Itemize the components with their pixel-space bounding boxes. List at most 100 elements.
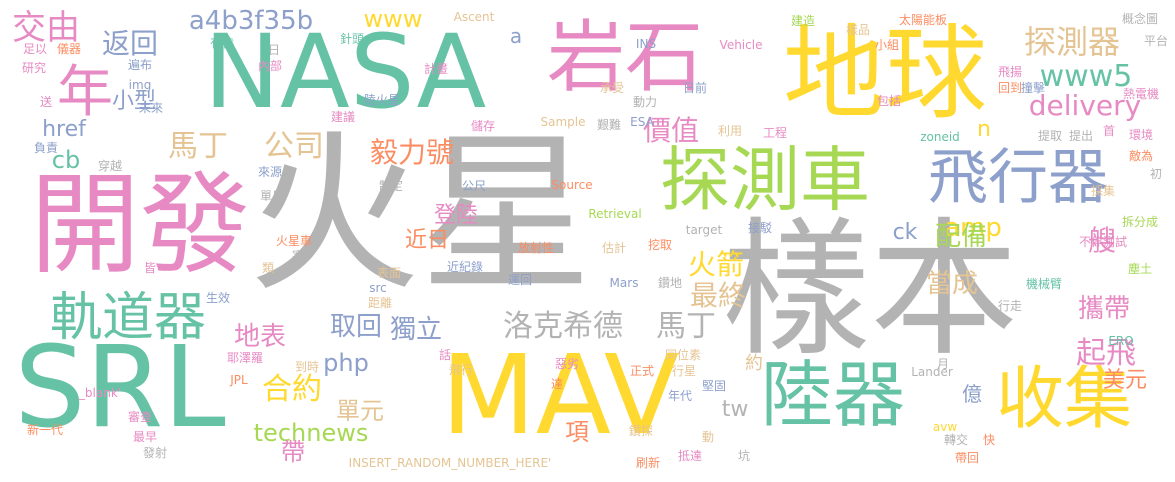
word-yiqi: 儀器 xyxy=(56,42,82,56)
word-shouji: 收集 xyxy=(995,360,1133,439)
word-zhuanjiao: 轉交 xyxy=(943,433,969,447)
word-waqu: 挖取 xyxy=(647,238,673,252)
word-zhiding: 制定 xyxy=(378,179,404,193)
word-gongchi: 公尺 xyxy=(461,179,487,193)
word-jie: 皆 xyxy=(143,261,157,275)
word-duli: 獨立 xyxy=(389,315,443,345)
word-insert-random-number-here: INSERT_RANDOM_NUMBER_HERE' xyxy=(348,456,552,470)
word-mading-2: 馬丁 xyxy=(656,309,716,344)
word-jiebo: 接駁 xyxy=(747,221,773,235)
word-dongli: 動力 xyxy=(632,95,658,109)
word-ck: ck xyxy=(892,220,918,245)
word-fangshexing: 放射性 xyxy=(517,241,555,255)
word-fashe: 發射 xyxy=(142,446,168,460)
word-src: src xyxy=(369,281,387,295)
word-quhui: 取回 xyxy=(329,312,383,342)
word-juli: 距離 xyxy=(367,296,393,310)
word-ri: 日 xyxy=(267,43,281,57)
word-zuantan: 鑽探 xyxy=(628,424,654,438)
word-lei: 類 xyxy=(261,261,275,275)
word-href: href xyxy=(42,117,86,142)
word-youdai: 有待 xyxy=(209,36,235,50)
word-amp: amp xyxy=(944,213,1002,243)
word-www5: www5 xyxy=(1039,59,1133,94)
word-tichu: 提出 xyxy=(1068,129,1094,143)
word-tiqu: 提取 xyxy=(1037,129,1063,143)
word-jiaoyou: 交由 xyxy=(12,8,80,48)
word-yiliha: 毅力號 xyxy=(369,136,455,169)
word-ins: INS xyxy=(635,37,657,51)
word-dibiao: 地表 xyxy=(233,322,287,352)
word-shengxiao: 生效 xyxy=(205,291,231,305)
word-liyong: 利用 xyxy=(717,124,743,138)
word-gongcheng: 工程 xyxy=(762,126,788,140)
word-kaifa: 開發 xyxy=(30,161,250,289)
word-php: php xyxy=(323,349,369,377)
word-biaomian: 表面 xyxy=(376,266,402,280)
word-gainiantu: 概念圖 xyxy=(1121,12,1159,26)
word-danri: 單日 xyxy=(259,189,285,203)
word-nian: 年 xyxy=(57,60,113,125)
word-baokuo: 包括 xyxy=(876,94,902,108)
word-feixing: 飛行 xyxy=(448,363,474,377)
word-sai: 塞 xyxy=(291,249,305,263)
word-lander: Lander xyxy=(911,365,953,379)
word-weilai: 未來 xyxy=(138,101,164,115)
word-tanceqi: 探測器 xyxy=(1023,23,1121,61)
word-daoshi: 到時 xyxy=(294,360,320,374)
word-www: www xyxy=(363,5,423,33)
word-jiangu: 堅固 xyxy=(701,379,727,393)
word-zhengshi: 正式 xyxy=(629,364,655,378)
word-keng: 坑 xyxy=(737,449,751,463)
word-zuizao: 最早 xyxy=(132,430,158,444)
word-meiyuan: 美元 xyxy=(1102,368,1148,393)
word-a: a xyxy=(509,24,523,48)
word-feixingqi: 飛行器 xyxy=(928,143,1108,213)
word-vehicle: Vehicle xyxy=(719,38,763,52)
word-jianzao: 建造 xyxy=(790,14,816,28)
word-luhuoxing: 陸火星 xyxy=(363,93,401,107)
word-niandai: 年代 xyxy=(667,389,693,403)
word-xingxing: 行星 xyxy=(671,364,697,378)
word-jianyi: 建議 xyxy=(330,110,356,124)
word-img: img xyxy=(128,78,152,92)
word-zoneid: zoneid xyxy=(920,130,960,144)
word-jiazhi: 價值 xyxy=(642,114,700,147)
word-retrieval: Retrieval xyxy=(588,207,642,221)
word-kuai: 快 xyxy=(982,433,996,447)
word-blank: _blank' xyxy=(78,386,122,400)
word-dida: 抵達 xyxy=(677,449,703,463)
word-zuyi: 足以 xyxy=(22,42,48,56)
word-hua: 話 xyxy=(438,348,452,362)
word-huidao: 回到 xyxy=(997,81,1023,95)
word-zhentou: 針頭 xyxy=(339,32,365,46)
word-chaifencheng: 拆分成 xyxy=(1121,215,1159,229)
word-danyuan: 單元 xyxy=(336,397,384,425)
word-qifei: 起飛 xyxy=(1076,336,1136,371)
word-esa: ESA xyxy=(630,115,654,129)
word-da: 達 xyxy=(550,377,564,391)
word-zuizhong: 最終 xyxy=(689,279,747,312)
word-huoxingche: 火星車 xyxy=(275,234,313,248)
word-yezeluo: 耶澤羅 xyxy=(226,351,264,365)
word-fuze: 負責 xyxy=(33,141,59,155)
word-bianbu: 遍布 xyxy=(127,58,153,72)
word-chuanyue: 穿越 xyxy=(97,159,123,173)
word-xinyidai: 新一代 xyxy=(26,423,64,437)
word-mading-1: 馬丁 xyxy=(168,129,228,164)
word-huojian: 火箭 xyxy=(687,248,745,281)
word-mars: Mars xyxy=(609,276,639,290)
word-jinri: 近日 xyxy=(404,228,450,253)
word-daihui: 帶回 xyxy=(954,451,980,465)
word-jinjilu: 近紀錄 xyxy=(446,260,484,274)
word-target: target xyxy=(685,223,723,237)
word-diqiu: 地球 xyxy=(783,15,987,134)
word-zuandi: 鑽地 xyxy=(657,276,683,290)
word-luokexide: 洛克希德 xyxy=(503,309,623,344)
word-caiji: 採集 xyxy=(1090,184,1116,198)
word-sou: 艘 xyxy=(1087,224,1117,257)
word-zhuangji: 撞擊 xyxy=(1020,81,1046,95)
word-technews: technews xyxy=(253,419,369,447)
word-xiaozu: 小組 xyxy=(874,38,900,52)
